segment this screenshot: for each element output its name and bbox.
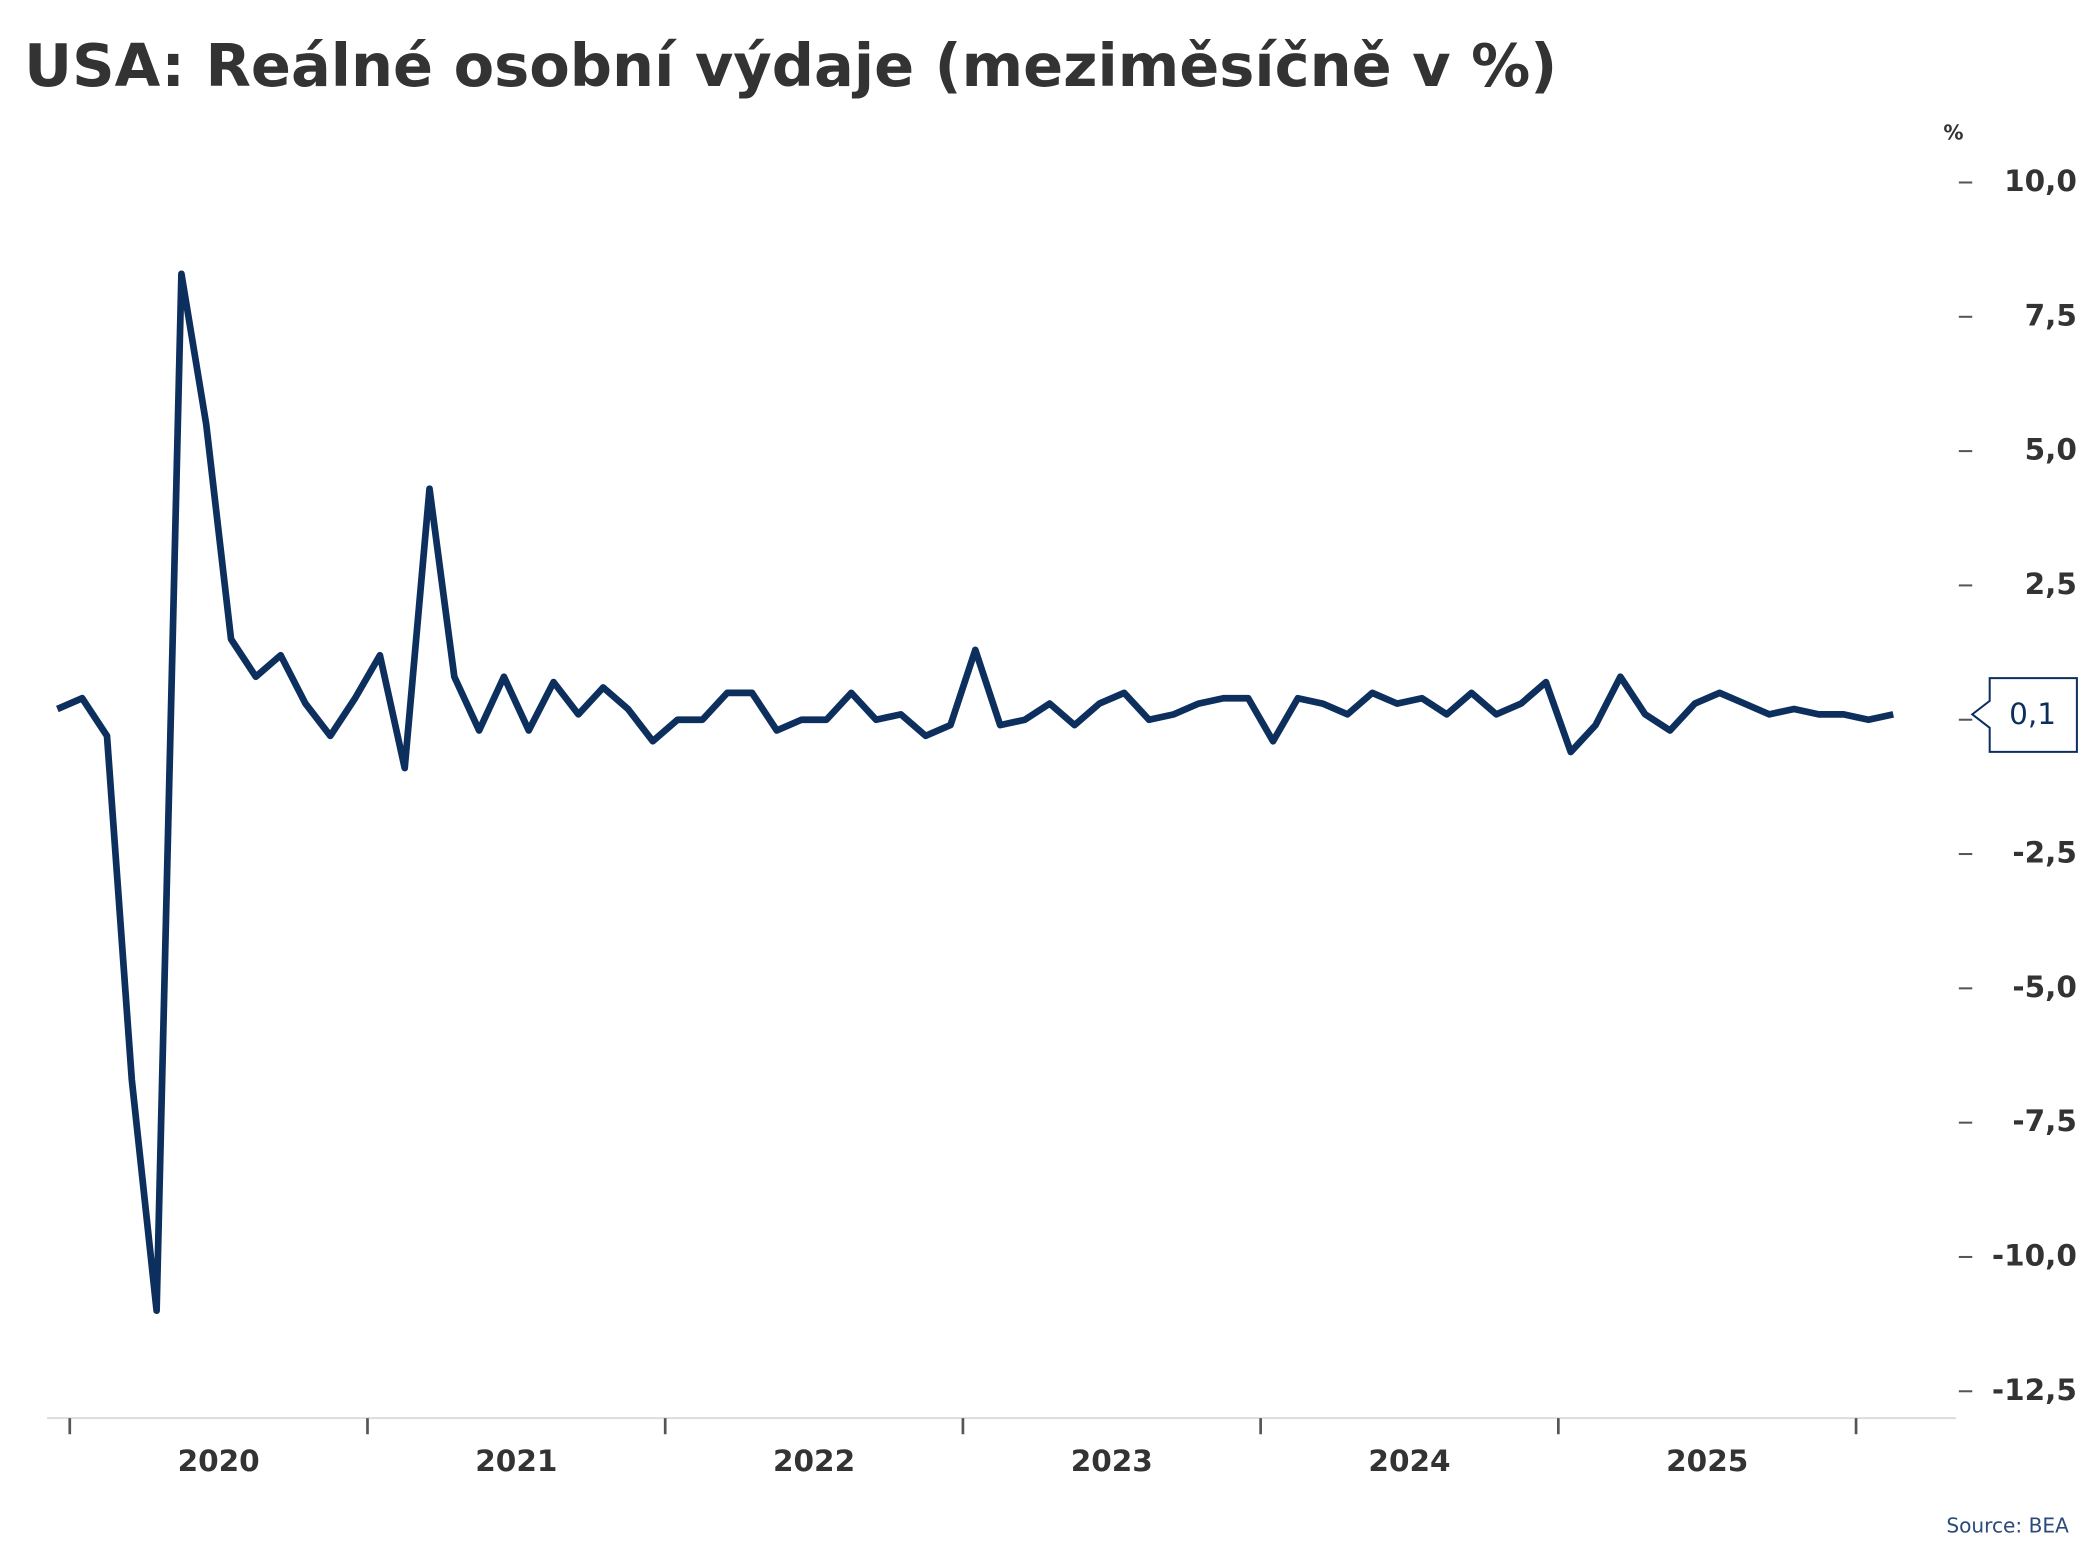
y-tick-label: 7,5 xyxy=(2025,298,2077,332)
x-tick-label: 2025 xyxy=(1666,1444,1748,1478)
y-tick-label: -10,0 xyxy=(1992,1238,2077,1272)
y-tick-label: -5,0 xyxy=(2012,970,2077,1004)
x-tick-label: 2020 xyxy=(178,1444,260,1478)
callout-box xyxy=(1970,677,2078,753)
x-tick-label: 2021 xyxy=(475,1444,557,1478)
y-tick-label: 2,5 xyxy=(2025,567,2077,601)
source: Source: BEA xyxy=(1946,1513,2069,1537)
y-tick-label: -12,5 xyxy=(1992,1373,2077,1407)
x-tick-label: 2023 xyxy=(1071,1444,1153,1478)
y-tick-label: 10,0 xyxy=(2004,164,2077,198)
x-tick-label: 2022 xyxy=(773,1444,855,1478)
unit-label: % xyxy=(1943,121,1963,145)
data-line xyxy=(56,270,1894,1315)
value-label: 0,1 xyxy=(2009,697,2056,731)
y-tick-label: -7,5 xyxy=(2012,1104,2077,1138)
x-tick-label: 2024 xyxy=(1368,1444,1450,1478)
y-tick-label: -2,5 xyxy=(2012,836,2077,870)
y-tick-label: 5,0 xyxy=(2025,433,2077,467)
chart-title: USA: Reálné osobní výdaje (meziměsíčně v… xyxy=(24,31,1557,100)
